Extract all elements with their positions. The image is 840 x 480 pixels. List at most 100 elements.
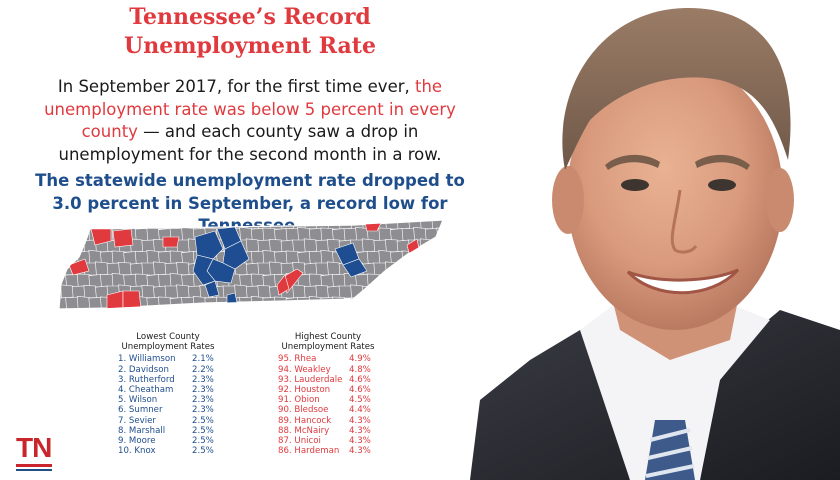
- county-rate: 2.5%: [192, 446, 214, 457]
- county-name: 91. Obion: [278, 395, 320, 406]
- county-cell: [239, 274, 253, 288]
- county-rate: 2.2%: [192, 364, 214, 375]
- county-cell: [385, 220, 399, 230]
- list-item: 1. Williamson 2.1%: [118, 354, 228, 364]
- county-low-marshall: [204, 280, 220, 298]
- tie-stripe: [645, 428, 695, 478]
- county-cell: [95, 220, 109, 230]
- county-cell: [59, 250, 68, 264]
- list-item: 91. Obion 4.5%: [278, 395, 388, 405]
- county-name: 6. Sumner: [118, 405, 163, 416]
- county-cell: [315, 262, 330, 276]
- county-name: 94. Weakley: [278, 364, 331, 375]
- highest-heading-1: Highest County: [294, 332, 362, 342]
- county-cell: [65, 226, 79, 241]
- county-cell: [424, 295, 439, 309]
- county-cell: [176, 262, 190, 276]
- county-cell: [327, 220, 341, 230]
- county-name: 92. Houston: [278, 384, 331, 395]
- county-cell: [419, 262, 434, 277]
- county-cell: [60, 284, 74, 299]
- county-cell: [158, 296, 172, 309]
- county-cell: [338, 220, 353, 230]
- county-cell: [320, 227, 335, 241]
- county-cell: [401, 272, 416, 287]
- county-cell: [285, 250, 300, 264]
- shirt-collar: [580, 300, 770, 480]
- county-cell: [413, 274, 427, 288]
- list-item: 8. Marshall 2.5%: [118, 426, 228, 436]
- county-high-obion: [90, 228, 112, 246]
- county-cell: [285, 228, 300, 241]
- county-cell: [111, 250, 126, 264]
- county-rate: 4.3%: [349, 446, 371, 457]
- tn-logo: TN: [12, 430, 56, 474]
- county-high-lauderdale: [68, 258, 90, 276]
- county-cell: [76, 295, 91, 309]
- county-cell: [118, 262, 132, 276]
- list-item: 6. Sumner 2.3%: [118, 405, 228, 415]
- county-cell: [257, 262, 272, 276]
- tennessee-county-map: [58, 219, 444, 310]
- county-low-wilson: [222, 240, 250, 270]
- county-cell: [390, 274, 404, 287]
- county-cell: [378, 227, 393, 241]
- list-item: 89. Hancock 4.3%: [278, 416, 388, 426]
- county-cell: [129, 220, 144, 230]
- county-cell: [396, 262, 411, 276]
- county-cell: [303, 220, 318, 230]
- county-cell: [169, 250, 184, 264]
- county-cell: [413, 251, 427, 265]
- county-high-bledsoe: [276, 274, 290, 296]
- left-eyebrow: [605, 154, 660, 170]
- county-cell: [59, 297, 68, 309]
- county-cell: [65, 274, 79, 288]
- list-item: 92. Houston 4.6%: [278, 385, 388, 395]
- right-eye: [708, 179, 736, 191]
- county-cell: [239, 297, 253, 309]
- list-item: 4. Cheatham 2.3%: [118, 385, 228, 395]
- county-cell: [257, 285, 272, 299]
- county-cell: [308, 273, 323, 287]
- list-item: 7. Sevier 2.5%: [118, 416, 228, 426]
- intro-highlight: the unemployment rate was below 5 percen…: [44, 77, 456, 141]
- county-cell: [262, 297, 277, 309]
- county-rate: 2.1%: [192, 354, 214, 365]
- county-cell: [262, 227, 277, 241]
- county-cell: [146, 227, 161, 241]
- county-cell: [366, 251, 381, 264]
- county-cell: [95, 261, 109, 276]
- governor-portrait: [470, 7, 840, 480]
- county-name: 8. Marshall: [118, 425, 166, 436]
- county-cell: [134, 228, 149, 242]
- county-rate: 2.3%: [192, 395, 214, 406]
- county-cell: [292, 239, 306, 253]
- county-name: 1. Williamson: [118, 354, 176, 365]
- county-cell: [141, 285, 156, 299]
- county-cell: [396, 220, 411, 230]
- county-cell: [269, 261, 283, 276]
- county-rate: 4.8%: [349, 364, 371, 375]
- county-cell: [100, 251, 114, 265]
- left-eye: [621, 179, 649, 191]
- title-line-1: Tennessee’s Record: [129, 4, 371, 30]
- list-item: 10. Knox 2.5%: [118, 446, 228, 456]
- county-cell: [308, 251, 323, 264]
- county-cell: [176, 239, 190, 253]
- county-name: 87. Unicoi: [278, 435, 321, 446]
- county-high-hardeman: [122, 290, 142, 309]
- lowest-heading-2: Unemployment Rates: [121, 342, 215, 353]
- county-cell: [88, 297, 103, 309]
- county-cell: [245, 238, 260, 253]
- county-high-houston: [162, 236, 180, 248]
- county-high-weakley: [112, 228, 134, 248]
- county-cell: [146, 297, 161, 309]
- county-rate: 2.3%: [192, 405, 214, 416]
- county-cell: [366, 295, 381, 309]
- lowest-rates-table: Lowest County Unemployment Rates 1. Will…: [118, 332, 228, 456]
- nose: [670, 189, 698, 254]
- county-cell: [396, 285, 411, 299]
- county-cell: [431, 285, 443, 299]
- county-cell: [436, 227, 443, 241]
